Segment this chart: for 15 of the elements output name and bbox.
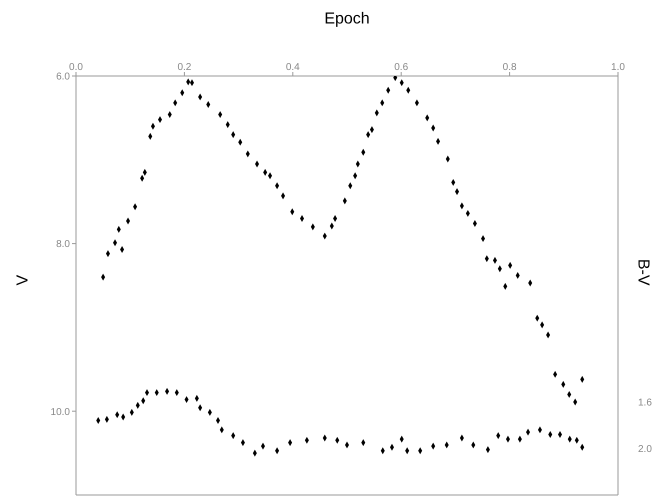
y2-tick-label: 1.6 [638, 397, 652, 408]
x-tick-label: 0.6 [394, 62, 409, 73]
y-axis-title: V [14, 274, 32, 286]
y-tick-label: 10.0 [50, 406, 70, 418]
x-tick-label: 1.0 [611, 62, 626, 73]
x-tick-label: 0.8 [502, 62, 517, 73]
y2-tick-label: 2.0 [638, 444, 652, 455]
x-tick-label: 0.2 [177, 62, 192, 73]
x-tick-label: 0.4 [286, 62, 300, 73]
y-tick-label: 8.0 [56, 239, 70, 250]
point [216, 417, 220, 424]
x-axis-title: Epoch [324, 10, 370, 28]
x-tick-label: 0.0 [69, 62, 84, 73]
y-tick-label: 6.0 [56, 72, 70, 83]
y2-axis-title: B-V [634, 258, 652, 286]
